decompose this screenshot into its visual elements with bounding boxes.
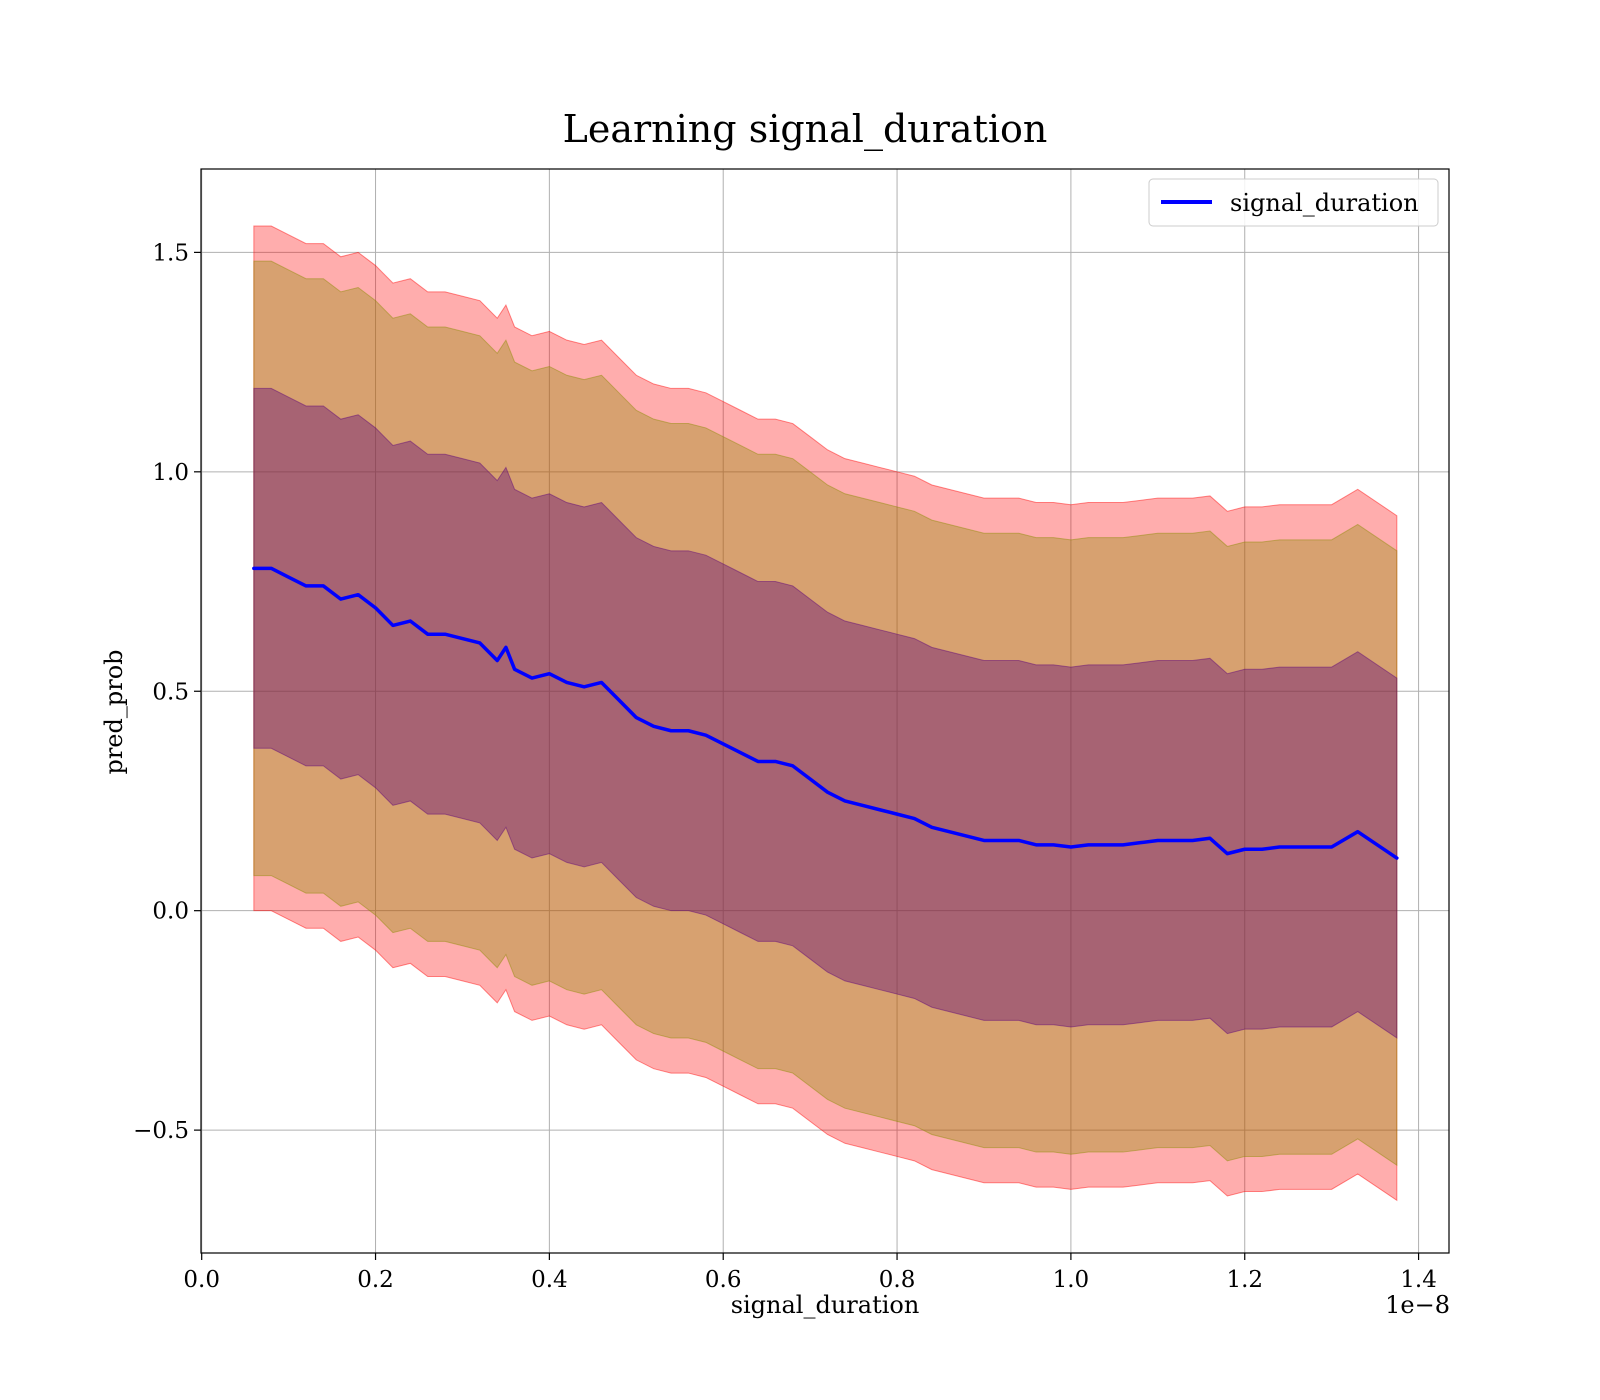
x-tick-label: 0.6 [705,1267,742,1293]
y-tick-label: 0.5 [152,679,189,705]
grid [201,169,1449,1253]
confidence-bands [253,225,1398,1202]
y-axis-label: pred_prob [100,649,128,774]
x-tick-label: 0.8 [879,1267,916,1293]
x-tick-label: 0.2 [357,1267,394,1293]
band-inner [253,387,1398,1039]
x-tick-label: 1.2 [1226,1267,1263,1293]
legend-box [1148,178,1439,227]
x-axis-ticks: 0.0 0.2 0.4 0.6 0.8 1.0 1.2 1.4 [183,1253,1437,1293]
series-line-signal-duration [252,566,1399,860]
y-tick-label: −0.5 [133,1118,189,1144]
series-lines [252,566,1399,860]
chart-title: Learning signal_duration [563,107,1048,152]
y-tick-label: 1.5 [152,240,189,266]
band-middle [253,260,1398,1167]
plot-frame [200,168,1450,1254]
x-axis-label: signal_duration [731,1291,920,1319]
legend-entry-signal-duration: signal_duration [1230,189,1419,217]
y-tick-label: 0.0 [152,899,189,925]
x-tick-label: 1.4 [1400,1267,1437,1293]
y-tick-label: 1.0 [152,460,189,486]
legend: signal_duration [1148,178,1439,227]
x-tick-label: 0.4 [531,1267,568,1293]
band-outer [253,225,1398,1202]
x-tick-label: 0.0 [183,1267,220,1293]
x-tick-label: 1.0 [1053,1267,1090,1293]
x-axis-offset-label: 1e−8 [1385,1291,1450,1319]
y-axis-ticks: −0.5 0.0 0.5 1.0 1.5 [133,240,201,1144]
